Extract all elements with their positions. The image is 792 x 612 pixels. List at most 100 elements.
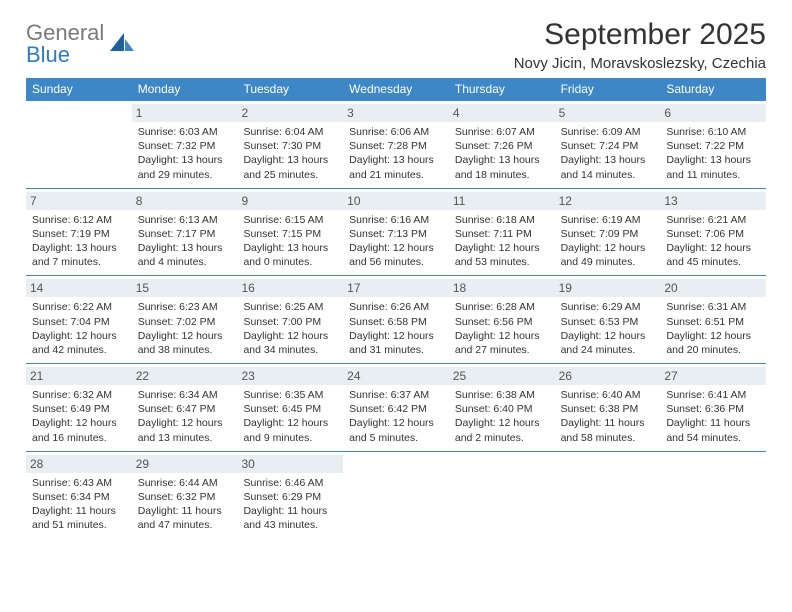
weekday-label: Wednesday xyxy=(343,78,449,101)
day-info: Sunrise: 6:35 AMSunset: 6:45 PMDaylight:… xyxy=(243,388,337,445)
day-number: 12 xyxy=(555,192,661,210)
info-line: and 18 minutes. xyxy=(455,168,549,182)
info-line: Sunrise: 6:13 AM xyxy=(138,213,232,227)
info-line: Daylight: 12 hours xyxy=(349,329,443,343)
calendar-day: 3Sunrise: 6:06 AMSunset: 7:28 PMDaylight… xyxy=(343,101,449,188)
brand-logo: General Blue xyxy=(26,22,136,66)
info-line: Sunset: 7:22 PM xyxy=(666,139,760,153)
info-line: Sunrise: 6:04 AM xyxy=(243,125,337,139)
info-line: Sunrise: 6:19 AM xyxy=(561,213,655,227)
calendar-day: 10Sunrise: 6:16 AMSunset: 7:13 PMDayligh… xyxy=(343,189,449,276)
info-line: Sunset: 6:45 PM xyxy=(243,402,337,416)
info-line: Sunrise: 6:15 AM xyxy=(243,213,337,227)
day-info: Sunrise: 6:32 AMSunset: 6:49 PMDaylight:… xyxy=(32,388,126,445)
info-line: Sunset: 7:30 PM xyxy=(243,139,337,153)
info-line: Daylight: 12 hours xyxy=(32,416,126,430)
day-number: 11 xyxy=(449,192,555,210)
calendar-day: 9Sunrise: 6:15 AMSunset: 7:15 PMDaylight… xyxy=(237,189,343,276)
info-line: Sunrise: 6:23 AM xyxy=(138,300,232,314)
info-line: Sunrise: 6:09 AM xyxy=(561,125,655,139)
info-line: and 20 minutes. xyxy=(666,343,760,357)
calendar-day: 25Sunrise: 6:38 AMSunset: 6:40 PMDayligh… xyxy=(449,364,555,451)
info-line: Daylight: 12 hours xyxy=(561,329,655,343)
info-line: and 11 minutes. xyxy=(666,168,760,182)
calendar-day: 1 Sunrise: 6:03 AMSunset: 7:32 PMDaylight… xyxy=(132,101,238,188)
info-line: and 14 minutes. xyxy=(561,168,655,182)
info-line: Sunrise: 6:22 AM xyxy=(32,300,126,314)
calendar-day: 27Sunrise: 6:41 AMSunset: 6:36 PMDayligh… xyxy=(660,364,766,451)
weekday-label: Monday xyxy=(132,78,238,101)
day-number: 5 xyxy=(555,104,661,122)
day-info: Sunrise: 6:22 AMSunset: 7:04 PMDaylight:… xyxy=(32,300,126,357)
day-info: Sunrise: 6:15 AMSunset: 7:15 PMDaylight:… xyxy=(243,213,337,270)
info-line: and 5 minutes. xyxy=(349,431,443,445)
brand-text: General Blue xyxy=(26,22,104,66)
day-number: 2 xyxy=(237,104,343,122)
info-line: Sunset: 6:36 PM xyxy=(666,402,760,416)
info-line: Daylight: 13 hours xyxy=(349,153,443,167)
calendar-day: 14Sunrise: 6:22 AMSunset: 7:04 PMDayligh… xyxy=(26,276,132,363)
weekday-header: Sunday Monday Tuesday Wednesday Thursday… xyxy=(26,78,766,101)
info-line: Sunset: 7:09 PM xyxy=(561,227,655,241)
day-number: 26 xyxy=(555,367,661,385)
info-line: Sunset: 7:17 PM xyxy=(138,227,232,241)
info-line: Sunset: 7:15 PM xyxy=(243,227,337,241)
info-line: and 13 minutes. xyxy=(138,431,232,445)
brand-part2: Blue xyxy=(26,42,70,67)
info-line: and 9 minutes. xyxy=(243,431,337,445)
info-line: and 49 minutes. xyxy=(561,255,655,269)
info-line: Sunrise: 6:44 AM xyxy=(138,476,232,490)
info-line: and 47 minutes. xyxy=(138,518,232,532)
calendar-week: .1Sunrise: 6:03 AMSunset: 7:32 PMDayligh… xyxy=(26,101,766,189)
info-line: Daylight: 12 hours xyxy=(138,416,232,430)
info-line: Sunrise: 6:31 AM xyxy=(666,300,760,314)
location-text: Novy Jicin, Moravskoslezsky, Czechia xyxy=(514,55,766,72)
info-line: Daylight: 13 hours xyxy=(455,153,549,167)
info-line: Sunset: 6:47 PM xyxy=(138,402,232,416)
info-line: Sunset: 6:42 PM xyxy=(349,402,443,416)
day-info: Sunrise: 6:03 AMSunset: 7:32 PMDaylight:… xyxy=(138,125,232,182)
info-line: Daylight: 12 hours xyxy=(455,329,549,343)
day-info: Sunrise: 6:13 AMSunset: 7:17 PMDaylight:… xyxy=(138,213,232,270)
info-line: Sunset: 7:24 PM xyxy=(561,139,655,153)
info-line: and 16 minutes. xyxy=(32,431,126,445)
calendar-body: .1Sunrise: 6:03 AMSunset: 7:32 PMDayligh… xyxy=(26,101,766,538)
weekday-label: Sunday xyxy=(26,78,132,101)
info-line: Sunrise: 6:41 AM xyxy=(666,388,760,402)
info-line: Daylight: 12 hours xyxy=(455,416,549,430)
info-line: Sunset: 7:00 PM xyxy=(243,315,337,329)
info-line: Daylight: 12 hours xyxy=(243,416,337,430)
day-number: 27 xyxy=(660,367,766,385)
day-number: 25 xyxy=(449,367,555,385)
info-line: Sunrise: 6:21 AM xyxy=(666,213,760,227)
day-number: 22 xyxy=(132,367,238,385)
header: General Blue September 2025 Novy Jicin, … xyxy=(26,18,766,72)
info-line: Sunset: 6:32 PM xyxy=(138,490,232,504)
info-line: Sunset: 6:58 PM xyxy=(349,315,443,329)
info-line: Sunrise: 6:06 AM xyxy=(349,125,443,139)
info-line: and 24 minutes. xyxy=(561,343,655,357)
day-number: 1 xyxy=(132,104,238,122)
info-line: Sunrise: 6:46 AM xyxy=(243,476,337,490)
info-line: Sunrise: 6:12 AM xyxy=(32,213,126,227)
info-line: Daylight: 12 hours xyxy=(32,329,126,343)
info-line: Daylight: 12 hours xyxy=(349,241,443,255)
info-line: Sunrise: 6:10 AM xyxy=(666,125,760,139)
page-title: September 2025 xyxy=(514,18,766,52)
day-number: 30 xyxy=(237,455,343,473)
title-block: September 2025 Novy Jicin, Moravskoslezs… xyxy=(514,18,766,72)
info-line: and 21 minutes. xyxy=(349,168,443,182)
info-line: Sunset: 7:26 PM xyxy=(455,139,549,153)
day-info: Sunrise: 6:34 AMSunset: 6:47 PMDaylight:… xyxy=(138,388,232,445)
day-info: Sunrise: 6:29 AMSunset: 6:53 PMDaylight:… xyxy=(561,300,655,357)
info-line: Daylight: 12 hours xyxy=(666,329,760,343)
weekday-label: Thursday xyxy=(449,78,555,101)
info-line: and 4 minutes. xyxy=(138,255,232,269)
calendar-day: 26Sunrise: 6:40 AMSunset: 6:38 PMDayligh… xyxy=(555,364,661,451)
info-line: Sunset: 6:29 PM xyxy=(243,490,337,504)
day-info: Sunrise: 6:37 AMSunset: 6:42 PMDaylight:… xyxy=(349,388,443,445)
calendar-week: 21Sunrise: 6:32 AMSunset: 6:49 PMDayligh… xyxy=(26,364,766,452)
day-number: 10 xyxy=(343,192,449,210)
info-line: Sunrise: 6:26 AM xyxy=(349,300,443,314)
day-number: 19 xyxy=(555,279,661,297)
